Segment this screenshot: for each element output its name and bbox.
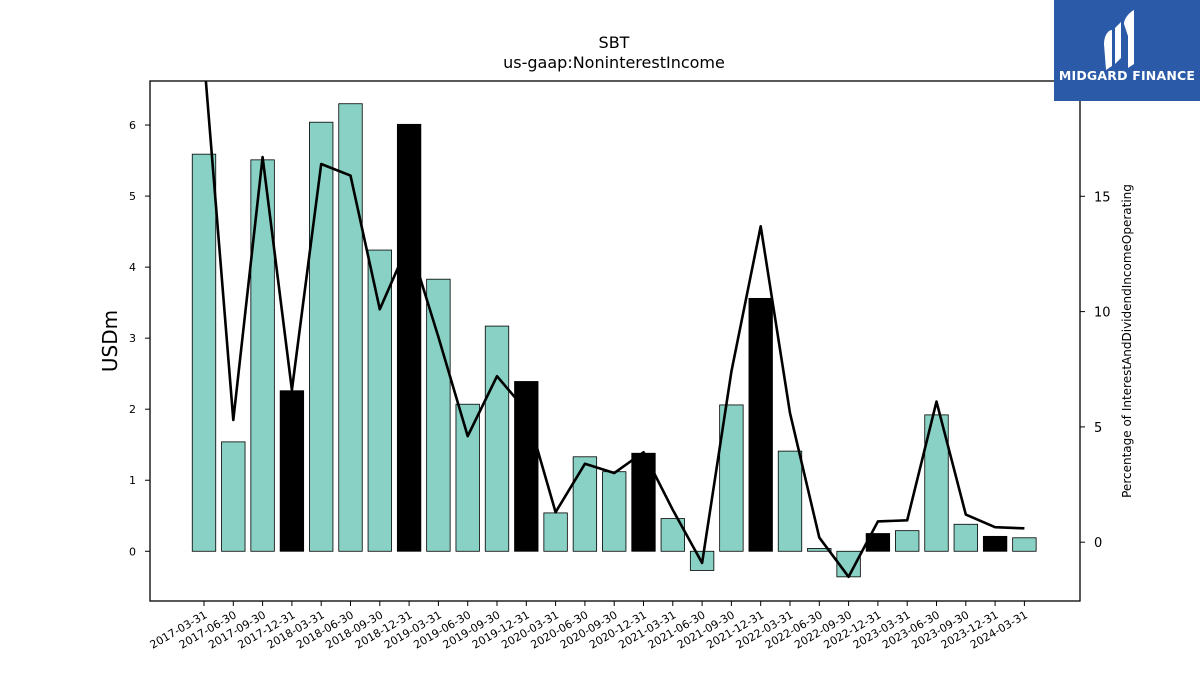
bar <box>514 381 539 552</box>
brand-logo: MIDGARD FINANCE <box>1054 0 1200 101</box>
y2-axis-label: Percentage of InterestAndDividendIncomeO… <box>1120 184 1134 498</box>
chart-subtitle: us-gaap:NoninterestIncome <box>503 53 725 72</box>
y-tick-label: 6 <box>129 119 136 132</box>
bar <box>895 530 920 552</box>
bar <box>1012 537 1037 552</box>
line-series <box>204 81 1025 579</box>
y2-tick-label: 10 <box>1094 306 1111 321</box>
bar-series <box>191 103 1037 578</box>
bar <box>279 390 305 552</box>
logo-text: MIDGARD FINANCE <box>1058 68 1196 83</box>
bar <box>719 404 744 552</box>
bar <box>982 535 1008 552</box>
y2-tick-label: 0 <box>1094 536 1102 551</box>
bar <box>367 249 392 552</box>
y-axis-label: USDm <box>98 310 122 372</box>
logo-mark-icon <box>1104 10 1134 70</box>
bar <box>660 518 685 552</box>
bar <box>572 456 598 552</box>
y-tick-label: 0 <box>129 545 136 558</box>
y-tick-label: 3 <box>129 332 136 345</box>
y-axis-right: 0 5 10 15 <box>1080 190 1111 551</box>
y-tick-label: 5 <box>129 190 136 203</box>
bar <box>924 414 949 552</box>
y2-tick-label: 15 <box>1094 190 1111 205</box>
bar <box>191 153 217 552</box>
x-axis: 2017-03-312017-06-302017-09-302017-12-31… <box>148 601 1030 652</box>
line-path <box>204 81 1025 579</box>
plot-frame <box>149 80 1081 602</box>
y-axis-left: 0 1 2 3 4 5 6 <box>129 119 150 558</box>
y-tick-label: 4 <box>129 261 136 274</box>
bar <box>426 278 451 552</box>
y-tick-label: 2 <box>129 403 136 416</box>
bar <box>455 403 480 552</box>
bar <box>543 512 568 552</box>
bar <box>748 297 773 552</box>
bar <box>953 523 978 552</box>
y2-tick-label: 5 <box>1094 421 1102 436</box>
bar <box>484 325 510 552</box>
bar <box>309 121 334 552</box>
chart-title: SBT <box>599 33 630 52</box>
y-tick-label: 1 <box>129 474 136 487</box>
bar <box>221 441 246 552</box>
bar <box>777 450 803 552</box>
bar <box>602 471 627 552</box>
bar <box>338 103 363 552</box>
bar <box>396 123 422 552</box>
bar <box>807 548 832 552</box>
